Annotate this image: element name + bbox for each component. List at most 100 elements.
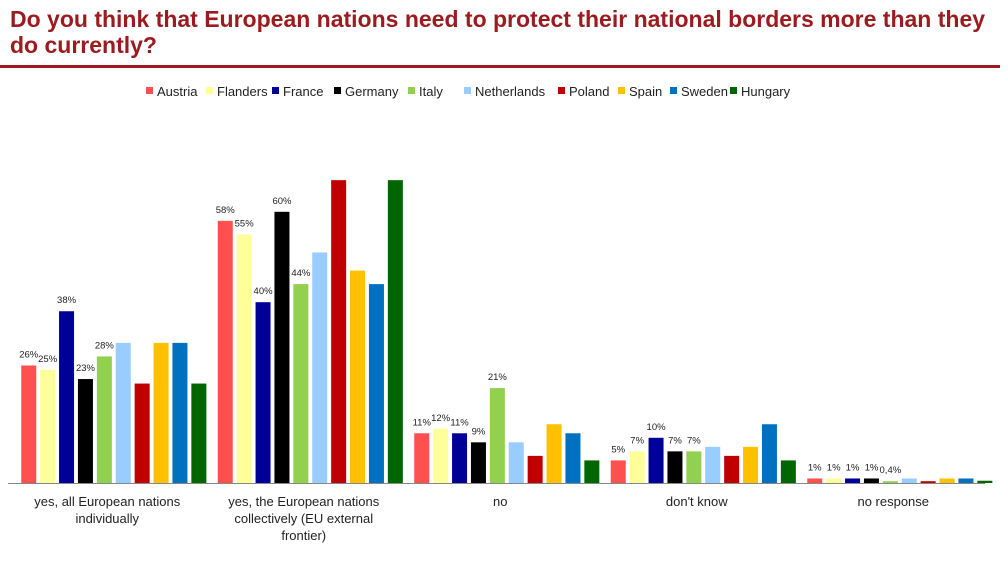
bar-hungary-3 [780, 460, 796, 483]
bar-netherlands-1 [312, 252, 328, 483]
bar-italy-4 [882, 481, 898, 483]
data-label-austria-3: 5% [611, 444, 625, 455]
chart-title: Do you think that European nations need … [10, 6, 986, 58]
bar-spain-3 [743, 446, 759, 483]
data-label-france-4: 1% [846, 462, 860, 473]
bar-austria-4 [807, 478, 823, 483]
legend-label-netherlands: Netherlands [475, 84, 546, 99]
legend-label-spain: Spain [629, 84, 662, 99]
legend-label-france: France [283, 84, 323, 99]
bar-italy-3 [686, 451, 702, 483]
bar-flanders-4 [826, 478, 842, 483]
category-label-1: frontier) [281, 528, 326, 543]
data-label-austria-2: 11% [413, 417, 432, 428]
category-label-0: individually [75, 511, 139, 526]
data-label-italy-2: 21% [488, 372, 508, 383]
category-label-2: no [493, 494, 507, 509]
bar-germany-2 [470, 442, 486, 483]
data-label-flanders-4: 1% [827, 462, 841, 473]
bar-italy-1 [293, 284, 309, 483]
legend-swatch-sweden [670, 87, 677, 94]
data-label-germany-3: 7% [668, 435, 682, 446]
data-label-flanders-0: 25% [38, 354, 58, 365]
bar-spain-2 [546, 424, 562, 483]
legend-swatch-austria [146, 87, 153, 94]
data-label-italy-4: 0,4% [880, 465, 902, 476]
bar-germany-0 [77, 379, 93, 483]
bar-sweden-4 [958, 478, 974, 483]
data-label-germany-2: 9% [472, 426, 486, 437]
data-label-germany-1: 60% [272, 196, 292, 207]
legend-swatch-netherlands [464, 87, 471, 94]
bar-poland-3 [724, 455, 740, 483]
bar-hungary-4 [977, 480, 993, 483]
legend-label-poland: Poland [569, 84, 609, 99]
bar-poland-2 [527, 455, 543, 483]
bar-netherlands-3 [705, 446, 721, 483]
bar-spain-0 [153, 342, 169, 483]
bar-austria-0 [21, 365, 37, 483]
title-underline [0, 65, 1000, 68]
data-label-flanders-3: 7% [630, 435, 644, 446]
legend-label-austria: Austria [157, 84, 198, 99]
legend-swatch-france [272, 87, 279, 94]
bar-sweden-0 [172, 342, 188, 483]
data-label-italy-3: 7% [687, 435, 701, 446]
legend-label-germany: Germany [345, 84, 399, 99]
bar-flanders-1 [236, 234, 252, 483]
legend-swatch-germany [334, 87, 341, 94]
data-label-france-1: 40% [254, 286, 274, 297]
data-label-austria-0: 26% [19, 349, 39, 360]
bar-germany-1 [274, 211, 290, 484]
legend-swatch-poland [558, 87, 565, 94]
data-label-flanders-2: 12% [431, 413, 451, 424]
data-label-germany-4: 1% [865, 462, 879, 473]
category-label-3: don't know [666, 494, 728, 509]
category-label-1: yes, the European nations [228, 494, 380, 509]
bar-spain-4 [939, 478, 955, 483]
data-label-france-3: 10% [647, 422, 667, 433]
bar-france-3 [648, 437, 664, 483]
bar-italy-2 [489, 388, 505, 483]
bar-netherlands-4 [901, 478, 917, 483]
bar-netherlands-0 [115, 342, 131, 483]
bar-germany-4 [863, 478, 879, 483]
data-label-austria-1: 58% [216, 205, 236, 216]
bar-sweden-1 [368, 284, 384, 483]
legend-swatch-italy [408, 87, 415, 94]
bar-germany-3 [667, 451, 683, 483]
data-label-italy-1: 44% [291, 268, 311, 279]
category-label-1: collectively (EU external [234, 511, 373, 526]
category-label-4: no response [857, 494, 929, 509]
data-label-germany-0: 23% [76, 363, 96, 374]
bar-france-0 [59, 311, 75, 483]
legend-label-hungary: Hungary [741, 84, 791, 99]
data-label-italy-0: 28% [95, 340, 115, 351]
data-label-france-2: 11% [450, 417, 469, 428]
bar-austria-1 [217, 220, 233, 483]
bar-hungary-0 [191, 383, 207, 483]
data-label-austria-4: 1% [808, 462, 822, 473]
data-label-flanders-1: 55% [235, 218, 255, 229]
bar-spain-1 [350, 270, 366, 483]
bar-flanders-2 [433, 428, 449, 483]
bar-hungary-2 [584, 460, 600, 483]
legend-swatch-hungary [730, 87, 737, 94]
bar-italy-0 [96, 356, 112, 483]
legend-swatch-spain [618, 87, 625, 94]
bar-france-2 [452, 433, 468, 483]
bar-poland-4 [920, 481, 936, 483]
bar-hungary-1 [387, 180, 403, 483]
bar-flanders-3 [629, 451, 645, 483]
bar-france-4 [845, 478, 861, 483]
bar-austria-2 [414, 433, 430, 483]
bar-france-1 [255, 302, 271, 483]
bar-sweden-3 [761, 424, 777, 483]
category-label-0: yes, all European nations [34, 494, 180, 509]
bar-netherlands-2 [508, 442, 524, 483]
bar-sweden-2 [565, 433, 581, 483]
bar-flanders-0 [40, 370, 56, 483]
legend-label-sweden: Sweden [681, 84, 728, 99]
bar-poland-1 [331, 180, 347, 483]
